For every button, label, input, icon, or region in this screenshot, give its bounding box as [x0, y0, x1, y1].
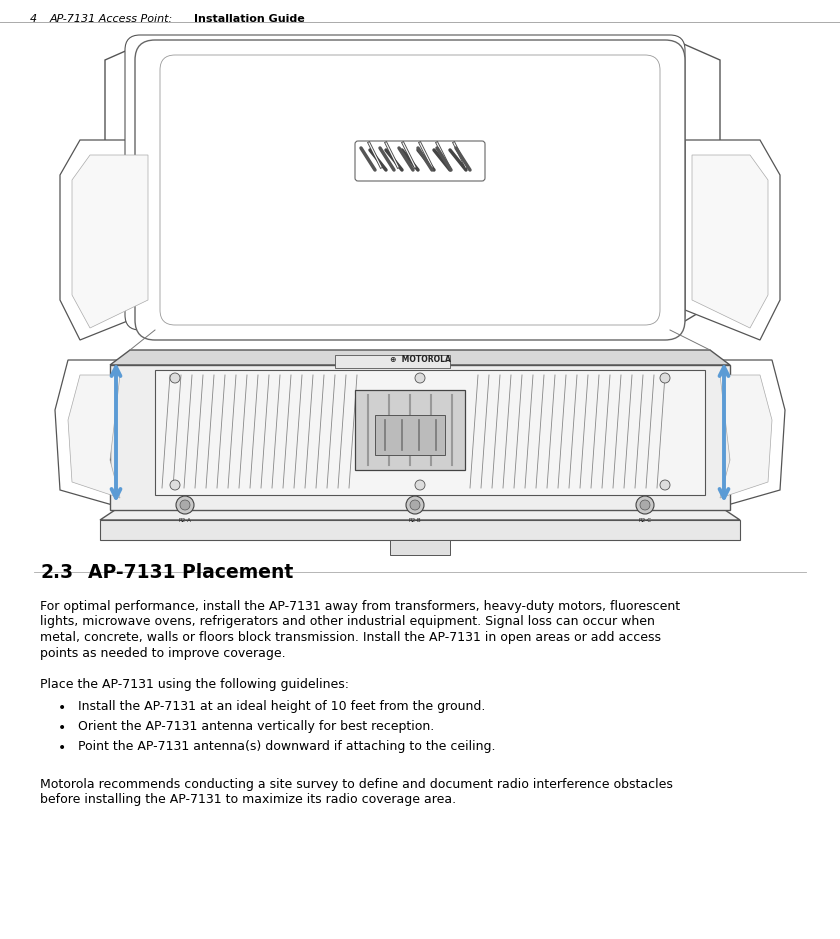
Polygon shape [355, 390, 465, 470]
Text: before installing the AP-7131 to maximize its radio coverage area.: before installing the AP-7131 to maximiz… [40, 793, 456, 807]
Polygon shape [68, 375, 120, 498]
FancyBboxPatch shape [355, 141, 485, 181]
Text: Orient the AP-7131 antenna vertically for best reception.: Orient the AP-7131 antenna vertically fo… [78, 720, 434, 733]
Circle shape [410, 500, 420, 510]
Text: 2.3: 2.3 [40, 563, 73, 582]
Text: R2-C: R2-C [638, 518, 652, 523]
FancyArrowPatch shape [112, 367, 120, 498]
Text: Install the AP-7131 at an ideal height of 10 feet from the ground.: Install the AP-7131 at an ideal height o… [78, 700, 486, 713]
Circle shape [176, 496, 194, 514]
Text: •: • [58, 721, 66, 735]
Polygon shape [390, 540, 450, 555]
Text: Motorola recommends conducting a site survey to define and document radio interf: Motorola recommends conducting a site su… [40, 778, 673, 791]
Circle shape [170, 480, 180, 490]
Circle shape [636, 496, 654, 514]
Polygon shape [60, 140, 155, 340]
Text: AP-7131 Access Point:: AP-7131 Access Point: [50, 14, 181, 24]
Text: metal, concrete, walls or floors block transmission. Install the AP-7131 in open: metal, concrete, walls or floors block t… [40, 631, 661, 644]
Polygon shape [375, 415, 445, 455]
Text: •: • [58, 701, 66, 715]
Text: lights, microwave ovens, refrigerators and other industrial equipment. Signal lo: lights, microwave ovens, refrigerators a… [40, 615, 655, 628]
Text: points as needed to improve coverage.: points as needed to improve coverage. [40, 646, 286, 659]
Polygon shape [100, 500, 740, 520]
Text: •: • [58, 741, 66, 755]
Text: For optimal performance, install the AP-7131 away from transformers, heavy-duty : For optimal performance, install the AP-… [40, 600, 680, 613]
Circle shape [415, 373, 425, 383]
Text: 4: 4 [30, 14, 37, 24]
Polygon shape [110, 350, 730, 365]
Polygon shape [710, 360, 785, 510]
Polygon shape [72, 155, 148, 328]
FancyBboxPatch shape [160, 55, 660, 325]
Circle shape [640, 500, 650, 510]
Polygon shape [100, 520, 740, 540]
Polygon shape [155, 370, 705, 495]
Circle shape [660, 480, 670, 490]
Circle shape [180, 500, 190, 510]
Circle shape [170, 373, 180, 383]
FancyBboxPatch shape [135, 40, 685, 340]
Circle shape [415, 480, 425, 490]
Polygon shape [55, 360, 130, 510]
FancyArrowPatch shape [720, 367, 728, 498]
Polygon shape [110, 365, 730, 510]
FancyBboxPatch shape [125, 35, 685, 330]
Polygon shape [685, 140, 780, 340]
Text: R2-A: R2-A [179, 518, 192, 523]
Text: Installation Guide: Installation Guide [194, 14, 305, 24]
Text: ⊕  MOTOROLA: ⊕ MOTOROLA [390, 356, 450, 364]
Circle shape [406, 496, 424, 514]
Text: Point the AP-7131 antenna(s) downward if attaching to the ceiling.: Point the AP-7131 antenna(s) downward if… [78, 740, 496, 753]
Polygon shape [335, 355, 450, 368]
Circle shape [660, 373, 670, 383]
Text: Place the AP-7131 using the following guidelines:: Place the AP-7131 using the following gu… [40, 678, 349, 691]
Text: AP-7131 Placement: AP-7131 Placement [88, 563, 293, 582]
Polygon shape [692, 155, 768, 328]
Text: R2-B: R2-B [409, 518, 422, 523]
Polygon shape [720, 375, 772, 498]
Polygon shape [105, 38, 720, 330]
